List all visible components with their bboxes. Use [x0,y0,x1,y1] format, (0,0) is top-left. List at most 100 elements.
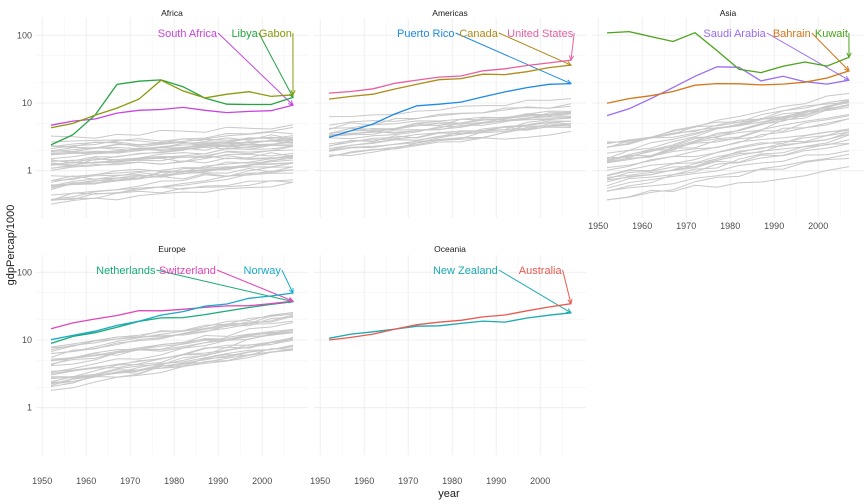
grid [36,255,308,455]
label-connector [281,269,294,294]
background-line [50,329,294,366]
x-tick-label: 1960 [76,476,96,486]
series-label: Gabon [259,28,292,40]
series-saudi-arabia: Saudi Arabia [606,28,851,117]
series-line [328,312,572,339]
series-line [50,79,294,129]
series-line [328,303,572,341]
series-label: Netherlands [96,265,156,277]
series-label: New Zealand [433,265,498,277]
background-line [50,337,294,372]
background-line [328,105,572,126]
series-label: Saudi Arabia [703,28,766,40]
x-tick-label: 2000 [530,476,550,486]
label-connector [216,269,294,302]
background-line [50,329,294,367]
facet-africa: Africa 1 10 100 South Africa Libya Gabon [17,8,308,218]
x-tick-label: 1970 [398,476,418,486]
series-libya: Libya [50,28,294,146]
x-axis-title: year [438,488,460,500]
series-netherlands: Netherlands [50,265,295,345]
series-bahrain: Bahrain [606,28,850,104]
x-tick-label: 1960 [354,476,374,486]
background-line [50,332,294,362]
y-axis-title: gdpPercap/1000 [5,205,17,286]
background-line [606,134,850,192]
series-label: United States [507,28,574,40]
background-line [50,140,294,148]
background-line [50,149,294,169]
background-line [606,158,850,192]
series-line [606,66,850,117]
background-line [50,338,294,384]
y-tick-label: 10 [22,335,32,345]
connector-arrowhead [290,90,296,96]
background-line [606,100,850,154]
background-line [606,128,850,183]
background-line [328,112,572,134]
background-line [606,101,850,143]
x-tick-label: 2000 [808,221,828,231]
grid [314,255,586,455]
background-line [328,120,572,152]
background-line [606,104,850,164]
label-connector [498,32,572,66]
label-connector [570,32,575,61]
background-line [328,98,572,118]
y-tick-label: 1 [27,403,32,413]
background-line [50,172,294,201]
background-line [328,112,572,138]
series-australia: Australia [328,265,573,341]
background-lines [606,93,850,201]
background-line [50,344,294,380]
background-line [328,123,572,147]
background-line [328,123,572,147]
series-line [50,79,294,146]
facet-americas: Americas Puerto Rico Canada United States [314,8,586,218]
series-label: Canada [459,28,498,40]
background-line [50,140,293,155]
connector-arrowhead [565,60,573,66]
background-line [50,139,294,162]
series-line [328,64,572,100]
facet-title: Asia [720,8,737,18]
background-line [50,141,294,154]
connector-arrowhead [843,75,851,81]
x-tick-label: 1950 [588,221,608,231]
label-connector [811,32,850,72]
background-line [50,156,294,191]
facet-title: Europe [158,244,186,254]
x-tick-label: 1950 [32,476,52,486]
background-line [606,166,850,201]
background-line [328,130,572,158]
x-tick-label: 1980 [720,221,740,231]
series-puerto-rico: Puerto Rico [328,28,573,139]
series-label: Libya [231,28,258,40]
series-canada: Canada [328,28,573,100]
y-tick-label: 100 [17,267,32,277]
background-line [328,113,572,138]
background-line [606,93,850,145]
background-line [606,128,850,176]
background-line [50,140,294,162]
connector-arrowhead [565,308,572,314]
background-line [50,348,294,383]
background-line [606,114,850,159]
connector-arrowhead [288,100,294,106]
x-tick-label: 2000 [252,476,272,486]
series-line [50,301,294,345]
series-label: Kuwait [815,28,848,40]
background-line [606,118,850,171]
facet-europe: Europe 1 10 100 1950 1960 1970 1980 1990 2000 Neth… [17,244,308,486]
facet-title: Americas [432,8,467,18]
connector-arrowhead [565,79,573,85]
background-line [328,125,572,152]
background-line [328,123,572,157]
background-line [50,166,294,200]
background-line [50,180,294,201]
x-tick-label: 1980 [164,476,184,486]
background-line [50,134,294,144]
facet-title: Africa [161,8,183,18]
series-line [606,70,850,104]
